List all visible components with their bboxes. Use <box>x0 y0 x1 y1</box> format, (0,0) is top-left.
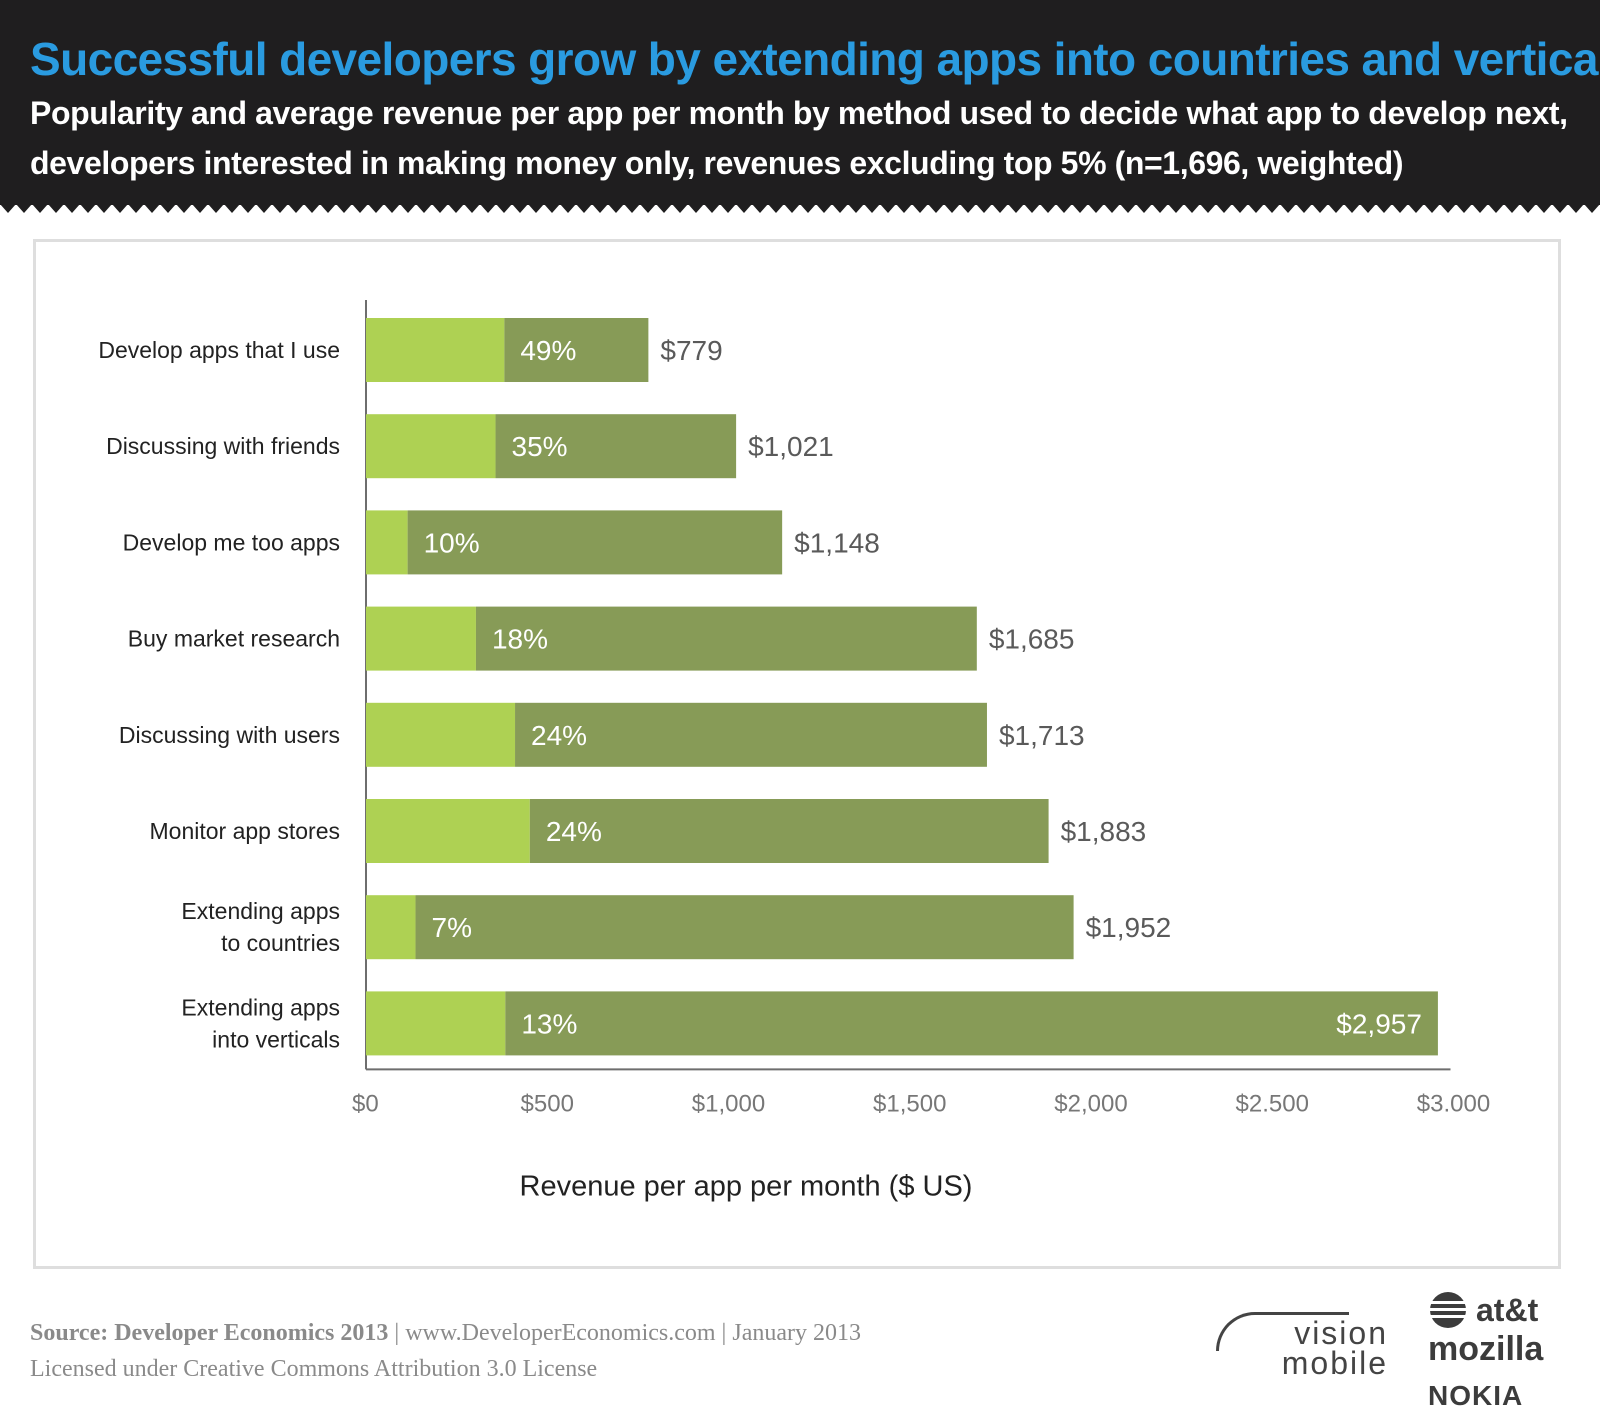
category-label: Monitor app stores <box>150 818 340 844</box>
value-label: $779 <box>660 335 722 366</box>
bar-revenue-segment <box>505 991 1438 1056</box>
percent-label: 24% <box>531 720 587 751</box>
x-tick-label: $1,500 <box>873 1090 946 1117</box>
bar-popularity-segment <box>366 799 530 863</box>
bar-popularity-segment <box>366 991 506 1056</box>
percent-label: 24% <box>546 816 602 847</box>
value-label: $2,957 <box>1336 1008 1422 1039</box>
category-label: Develop apps that I use <box>98 337 340 363</box>
category-label: Extending apps <box>181 898 340 924</box>
chart-panel: 49% $779 Develop apps that I use 35% $1,021 D… <box>33 239 1561 1269</box>
percent-label: 10% <box>424 527 480 558</box>
bar-revenue-segment <box>415 895 1074 960</box>
x-axis-title: Revenue per app per month ($ US) <box>520 1170 973 1202</box>
value-label: $1,685 <box>989 624 1075 655</box>
bar-revenue-segment <box>515 702 987 767</box>
nokia-logo: NOKIA <box>1428 1380 1524 1411</box>
category-label: Buy market research <box>128 626 340 652</box>
visionmobile-logo-bottom: mobile <box>1281 1345 1388 1381</box>
value-label: $1,021 <box>748 431 834 462</box>
bar-revenue-segment <box>504 318 649 382</box>
x-tick-label: $0 <box>352 1090 379 1117</box>
att-globe-icon <box>1430 1292 1466 1328</box>
x-tick-label: $1,000 <box>692 1090 765 1117</box>
percent-label: 7% <box>432 912 472 943</box>
value-label: $1,713 <box>999 720 1085 751</box>
x-tick-label: $2.500 <box>1236 1090 1309 1117</box>
bar-popularity-segment <box>366 414 496 479</box>
x-tick-label: $3.000 <box>1417 1090 1490 1117</box>
header-zigzag-edge <box>0 204 1600 213</box>
bar-revenue-segment <box>475 606 977 671</box>
footer-source: Source: Developer Economics 2013 | www.D… <box>30 1320 861 1347</box>
visionmobile-swoosh-icon <box>1216 1312 1349 1351</box>
att-logo-text: at&t <box>1476 1291 1539 1328</box>
source-details: | www.DeveloperEconomics.com | January 2… <box>388 1320 861 1346</box>
category-label: into verticals <box>212 1026 340 1052</box>
mozilla-logo: mozilla <box>1428 1330 1544 1368</box>
bar-popularity-segment <box>366 702 516 767</box>
bar-revenue-segment <box>495 414 737 479</box>
percent-label: 13% <box>521 1008 577 1039</box>
x-tick-label: $2,000 <box>1054 1090 1127 1117</box>
footer-license: Licensed under Creative Commons Attribut… <box>30 1356 598 1382</box>
chart-subtitle: Popularity and average revenue per app p… <box>30 95 1568 181</box>
chart-title: Successful developers grow by extending … <box>30 33 1600 85</box>
category-label: to countries <box>221 930 340 956</box>
bar-popularity-segment <box>366 510 408 575</box>
bar-popularity-segment <box>366 606 476 671</box>
bar-popularity-segment <box>366 318 505 382</box>
bar-revenue-segment <box>407 510 783 575</box>
value-label: $1,952 <box>1086 912 1172 943</box>
x-tick-label: $500 <box>521 1090 574 1117</box>
percent-label: 35% <box>512 431 568 462</box>
category-label: Extending apps <box>181 994 340 1020</box>
category-label: Discussing with users <box>119 722 340 748</box>
visionmobile-logo: vision mobile <box>1216 1312 1388 1381</box>
bar-chart: 49% $779 Develop apps that I use 35% $1,021 D… <box>98 300 1490 1202</box>
percent-label: 18% <box>492 624 548 655</box>
bar-popularity-segment <box>366 895 416 960</box>
value-label: $1,883 <box>1061 816 1147 847</box>
header-banner: Successful developers grow by extending … <box>0 0 1600 205</box>
percent-label: 49% <box>520 335 576 366</box>
source-label: Source: Developer Economics 2013 <box>30 1320 389 1346</box>
category-label: Discussing with friends <box>106 433 340 459</box>
att-logo: at&t <box>1428 1290 1538 1330</box>
category-label: Develop me too apps <box>123 529 340 555</box>
bar-revenue-segment <box>529 799 1049 863</box>
value-label: $1,148 <box>794 527 880 558</box>
